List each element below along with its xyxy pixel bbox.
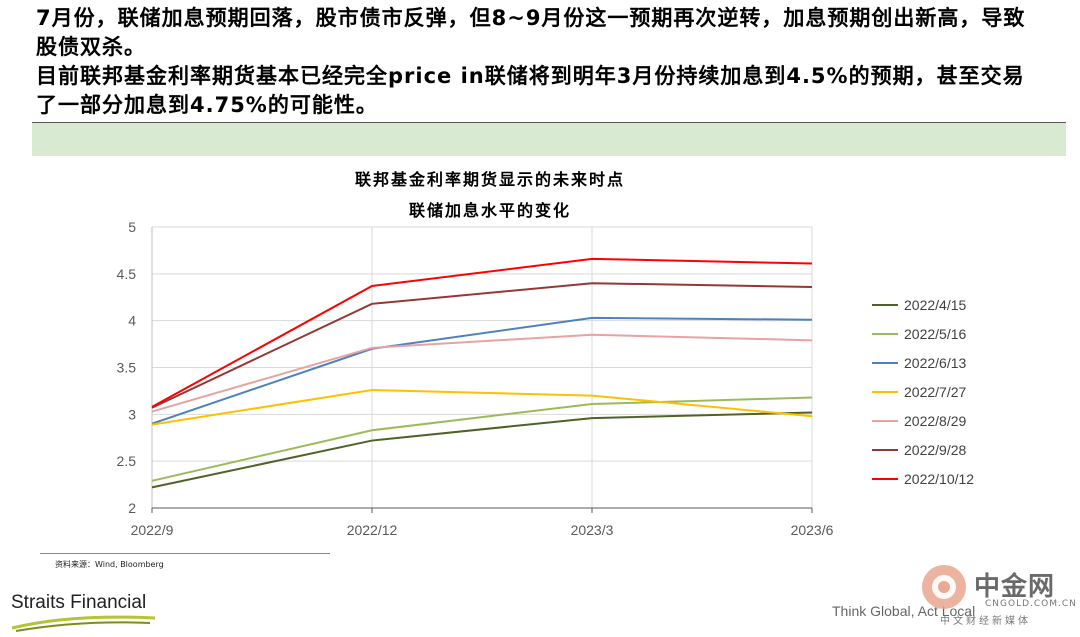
logo-swoosh-icon	[11, 615, 156, 632]
section-band	[32, 122, 1066, 156]
series-line-2022/10/12	[151, 257, 813, 408]
legend-label: 2022/6/13	[904, 355, 966, 371]
headline-line-2: 目前联邦基金利率期货基本已经完全price in联储将到明年3月份持续加息到4.…	[36, 64, 1025, 117]
x-tick-label: 2022/12	[347, 522, 398, 538]
source-divider	[40, 553, 330, 554]
y-tick-label: 2.5	[117, 453, 137, 469]
series-line-2022/6/13	[151, 316, 813, 425]
y-tick-label: 5	[128, 219, 136, 235]
watermark-subtitle: 中文财经新媒体	[940, 616, 1031, 627]
series-line-2022/8/29	[151, 333, 813, 413]
chart-subtitle: 联储加息水平的变化	[408, 201, 571, 220]
series-line-2022/5/16	[151, 396, 813, 482]
series-line-2022/7/27	[151, 388, 813, 426]
legend-label: 2022/8/29	[904, 413, 966, 429]
chart-title: 联邦基金利率期货显示的未来时点	[354, 170, 625, 189]
headline-line-1: 7月份，联储加息预期回落，股市债市反弹，但8~9月份这一预期再次逆转，加息预期创…	[36, 6, 1026, 59]
company-logo-text: Straits Financial	[11, 592, 147, 613]
x-tick-label: 2023/6	[791, 522, 834, 538]
legend-label: 2022/10/12	[904, 471, 974, 487]
watermark-logo-icon	[922, 565, 966, 609]
y-tick-label: 4.5	[117, 266, 137, 282]
source-note: 资料来源：Wind, Bloomberg	[55, 560, 164, 569]
y-tick-label: 4	[128, 313, 136, 329]
headline: 7月份，联储加息预期回落，股市债市反弹，但8~9月份这一预期再次逆转，加息预期创…	[36, 4, 1036, 120]
legend-label: 2022/9/28	[904, 442, 966, 458]
y-tick-label: 2	[128, 500, 136, 516]
watermark-brand: 中金网	[974, 572, 1056, 602]
legend-label: 2022/7/27	[904, 384, 966, 400]
y-tick-label: 3.5	[117, 360, 137, 376]
series-line-2022/9/28	[151, 282, 813, 409]
legend-label: 2022/5/16	[904, 326, 966, 342]
x-tick-label: 2023/3	[571, 522, 614, 538]
y-tick-label: 3	[128, 406, 136, 422]
series-line-2022/4/15	[151, 411, 813, 489]
legend-label: 2022/4/15	[904, 297, 966, 313]
x-tick-label: 2022/9	[131, 522, 174, 538]
watermark-domain: CNGOLD.COM.CN	[985, 599, 1077, 609]
